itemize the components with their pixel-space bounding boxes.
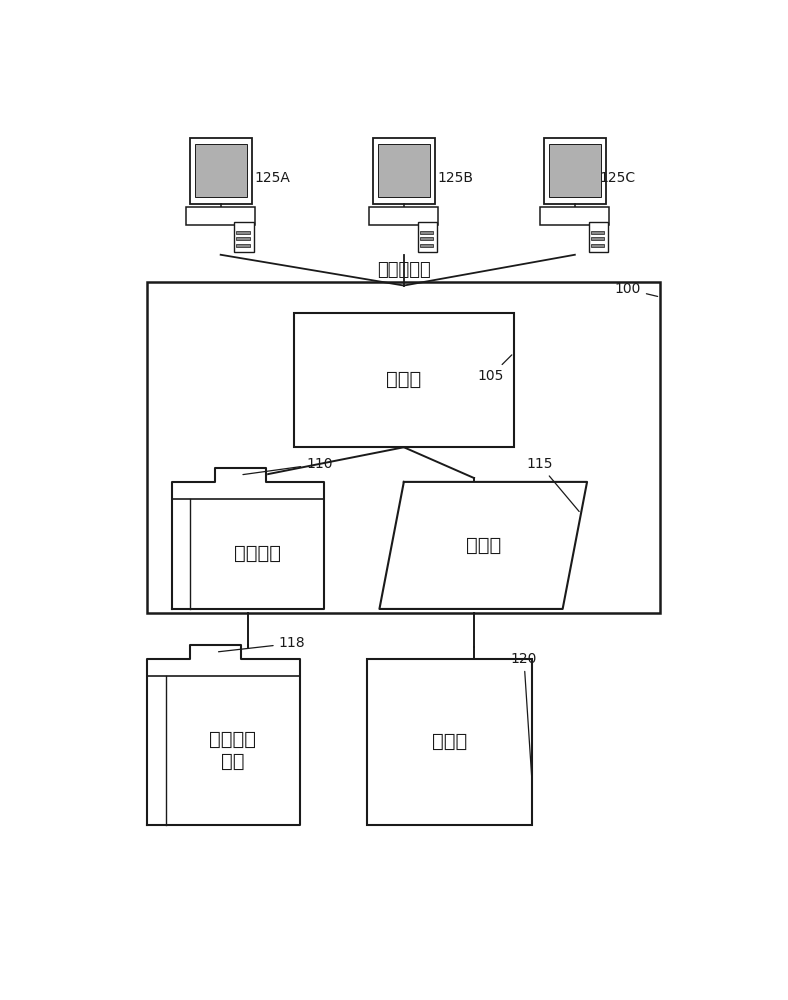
Bar <box>419 244 433 247</box>
Bar <box>234 222 254 252</box>
Text: 125A: 125A <box>255 171 290 185</box>
Bar <box>590 244 604 247</box>
Bar <box>418 222 437 252</box>
Bar <box>544 138 606 204</box>
Polygon shape <box>380 482 587 609</box>
Bar <box>378 144 429 197</box>
Text: 处理器: 处理器 <box>386 370 422 389</box>
Text: 110: 110 <box>243 457 333 475</box>
Polygon shape <box>147 645 300 825</box>
Bar <box>419 231 433 234</box>
Text: 存储器: 存储器 <box>466 536 501 555</box>
Bar <box>147 282 660 613</box>
Text: 计算机系统: 计算机系统 <box>377 261 431 279</box>
Text: 125C: 125C <box>599 171 635 185</box>
Text: 显示器: 显示器 <box>432 732 467 751</box>
Text: 100: 100 <box>615 282 658 296</box>
Bar <box>419 237 433 240</box>
Bar <box>367 659 532 825</box>
Text: 125B: 125B <box>437 171 474 185</box>
Bar <box>589 222 608 252</box>
Bar <box>236 244 250 247</box>
Bar <box>294 313 514 447</box>
Text: 115: 115 <box>526 457 579 512</box>
Bar <box>236 237 250 240</box>
Text: 内部存储: 内部存储 <box>234 544 281 563</box>
Bar <box>195 144 247 197</box>
Text: 数据检索
设备: 数据检索 设备 <box>210 730 256 771</box>
Bar <box>373 138 435 204</box>
Bar <box>236 231 250 234</box>
Polygon shape <box>172 468 325 609</box>
Bar <box>590 237 604 240</box>
Text: 118: 118 <box>218 636 305 652</box>
Bar <box>190 138 251 204</box>
Bar <box>541 207 609 225</box>
Text: 105: 105 <box>477 355 512 383</box>
Text: 120: 120 <box>511 652 537 780</box>
Bar <box>549 144 600 197</box>
Bar <box>590 231 604 234</box>
Bar <box>186 207 255 225</box>
Bar <box>370 207 438 225</box>
